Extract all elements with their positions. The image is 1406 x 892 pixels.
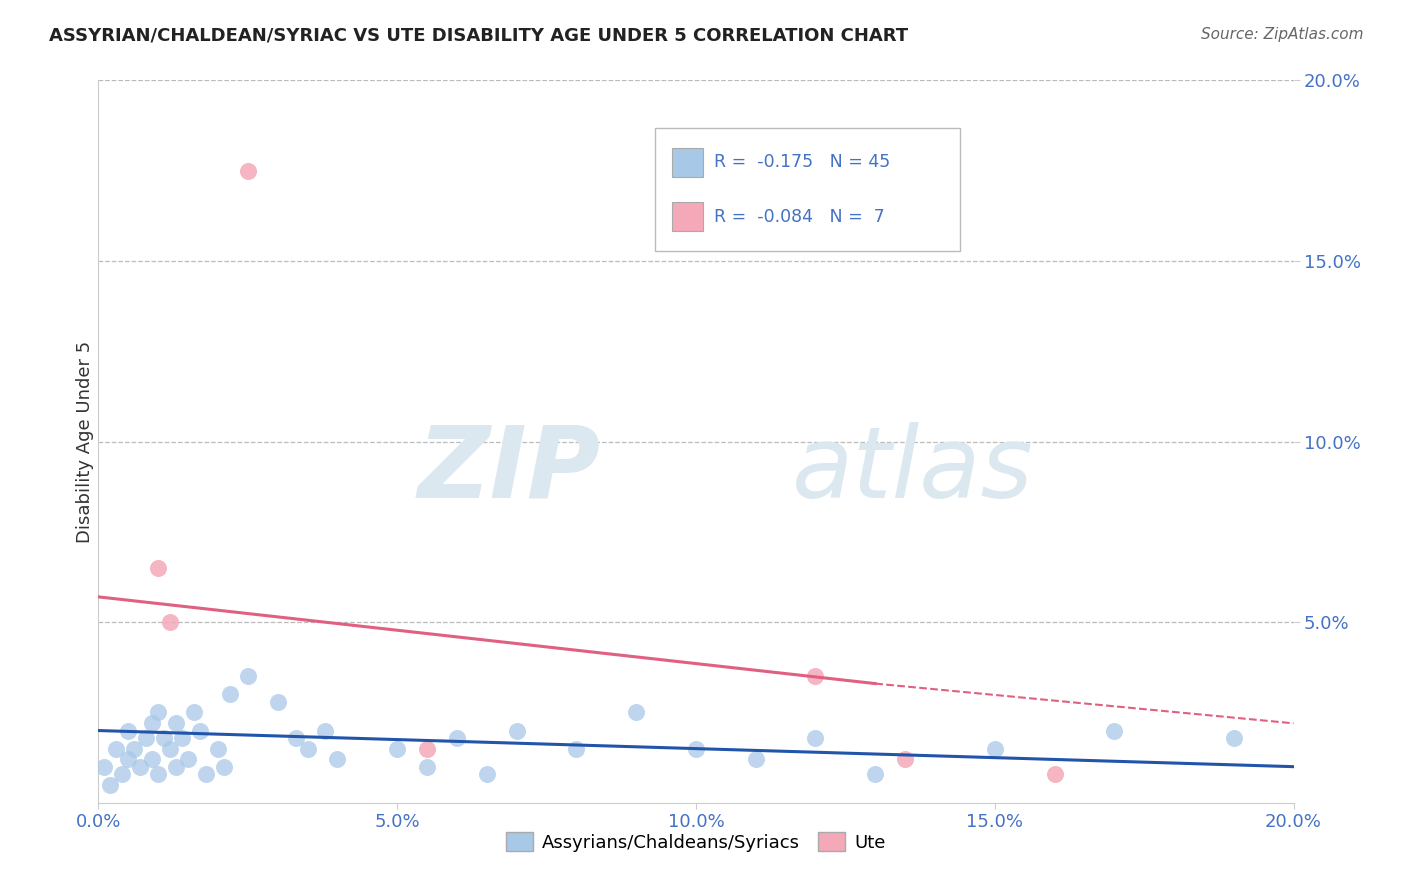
Point [129,760,152,774]
Point [219,687,242,701]
Point [165,716,187,731]
Point [315,723,337,738]
Point [297,741,319,756]
Point [626,706,648,720]
Point [148,706,170,720]
Point [1223,731,1246,745]
Point [111,767,134,781]
Point [159,615,181,630]
Point [165,760,187,774]
Point [416,741,439,756]
Text: R =  -0.175   N = 45: R = -0.175 N = 45 [714,153,890,171]
Point [124,741,146,756]
Text: ZIP: ZIP [418,422,600,519]
Point [475,767,498,781]
Point [236,163,259,178]
Point [894,752,917,766]
Point [385,741,409,756]
Point [446,731,468,745]
Point [804,669,827,683]
Point [1104,723,1126,738]
Point [685,741,707,756]
Point [326,752,349,766]
Point [506,723,529,738]
Point [267,695,290,709]
Point [207,741,229,756]
Text: ASSYRIAN/CHALDEAN/SYRIAC VS UTE DISABILITY AGE UNDER 5 CORRELATION CHART: ASSYRIAN/CHALDEAN/SYRIAC VS UTE DISABILI… [49,27,908,45]
Point [284,731,307,745]
Point [153,731,176,745]
Point [984,741,1007,756]
Point [148,561,170,575]
Point [745,752,768,766]
Point [105,741,128,756]
Text: R =  -0.084   N =  7: R = -0.084 N = 7 [714,208,884,226]
Point [236,669,259,683]
Text: atlas: atlas [792,422,1033,519]
Point [177,752,200,766]
Point [135,731,157,745]
Point [159,741,181,756]
Y-axis label: Disability Age Under 5: Disability Age Under 5 [76,341,94,542]
Point [183,706,205,720]
Point [93,760,115,774]
Point [141,716,163,731]
Point [195,767,218,781]
Text: Source: ZipAtlas.com: Source: ZipAtlas.com [1201,27,1364,42]
Point [212,760,235,774]
Point [117,723,139,738]
Point [117,752,139,766]
Point [865,767,887,781]
Point [1043,767,1066,781]
Point [148,767,170,781]
Point [804,731,827,745]
Legend: Assyrians/Chaldeans/Syriacs, Ute: Assyrians/Chaldeans/Syriacs, Ute [499,825,893,859]
Point [98,778,122,792]
Point [188,723,211,738]
Point [141,752,163,766]
Point [416,760,439,774]
Point [172,731,194,745]
Point [565,741,588,756]
